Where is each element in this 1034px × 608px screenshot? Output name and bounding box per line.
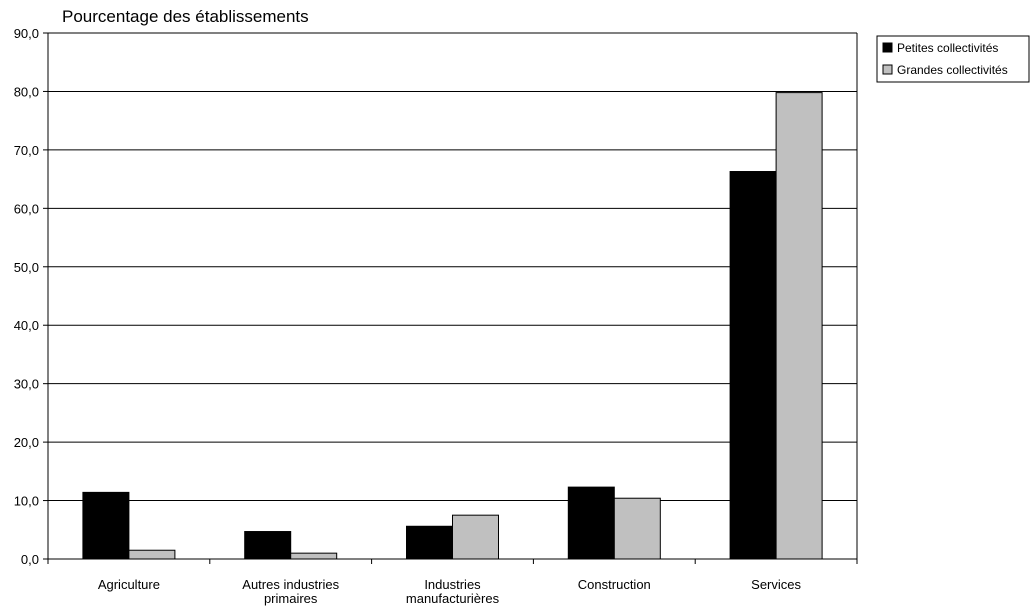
y-tick-label: 90,0	[14, 26, 39, 41]
bars	[82, 92, 823, 560]
bar-petites	[82, 491, 130, 560]
bar-grandes	[290, 552, 338, 560]
x-category-label: Construction	[578, 577, 651, 592]
bar-grandes	[613, 497, 661, 560]
legend-swatch-grandes	[882, 64, 893, 75]
x-category-label: Autres industries	[242, 577, 339, 592]
legend-swatch-petites	[882, 42, 893, 53]
y-tick-label: 10,0	[14, 494, 39, 509]
y-tick-label: 80,0	[14, 84, 39, 99]
x-category-label: primaires	[264, 591, 318, 606]
x-category-label: Services	[751, 577, 801, 592]
y-tick-label: 70,0	[14, 143, 39, 158]
bar-grandes	[775, 92, 823, 560]
bar-grandes	[128, 549, 176, 560]
y-tick-label: 40,0	[14, 318, 39, 333]
x-category-label: Agriculture	[98, 577, 160, 592]
y-tick-label: 50,0	[14, 260, 39, 275]
legend: Petites collectivités Grandes collectivi…	[876, 35, 1030, 83]
y-tick-label: 30,0	[14, 377, 39, 392]
y-tick-label: 60,0	[14, 201, 39, 216]
y-tick-label: 20,0	[14, 435, 39, 450]
y-axis-title: Pourcentage des établissements	[62, 7, 309, 26]
bar-grandes	[452, 514, 499, 560]
x-category-label: Industries	[424, 577, 481, 592]
legend-box	[876, 35, 1030, 83]
legend-label-petites: Petites collectivités	[897, 41, 998, 55]
bar-petites	[406, 525, 453, 560]
y-axis-ticks: 0,0 10,0 20,0 30,0 40,0 50,0 60,0 70,0 80,0 90,0	[14, 26, 48, 567]
x-category-label: manufacturières	[406, 591, 500, 606]
axes	[47, 32, 858, 564]
bar-petites	[567, 486, 615, 560]
bar-petites	[729, 171, 777, 560]
y-tick-label: 0,0	[21, 552, 39, 567]
bar-petites	[244, 531, 292, 560]
legend-label-grandes: Grandes collectivités	[897, 63, 1008, 77]
